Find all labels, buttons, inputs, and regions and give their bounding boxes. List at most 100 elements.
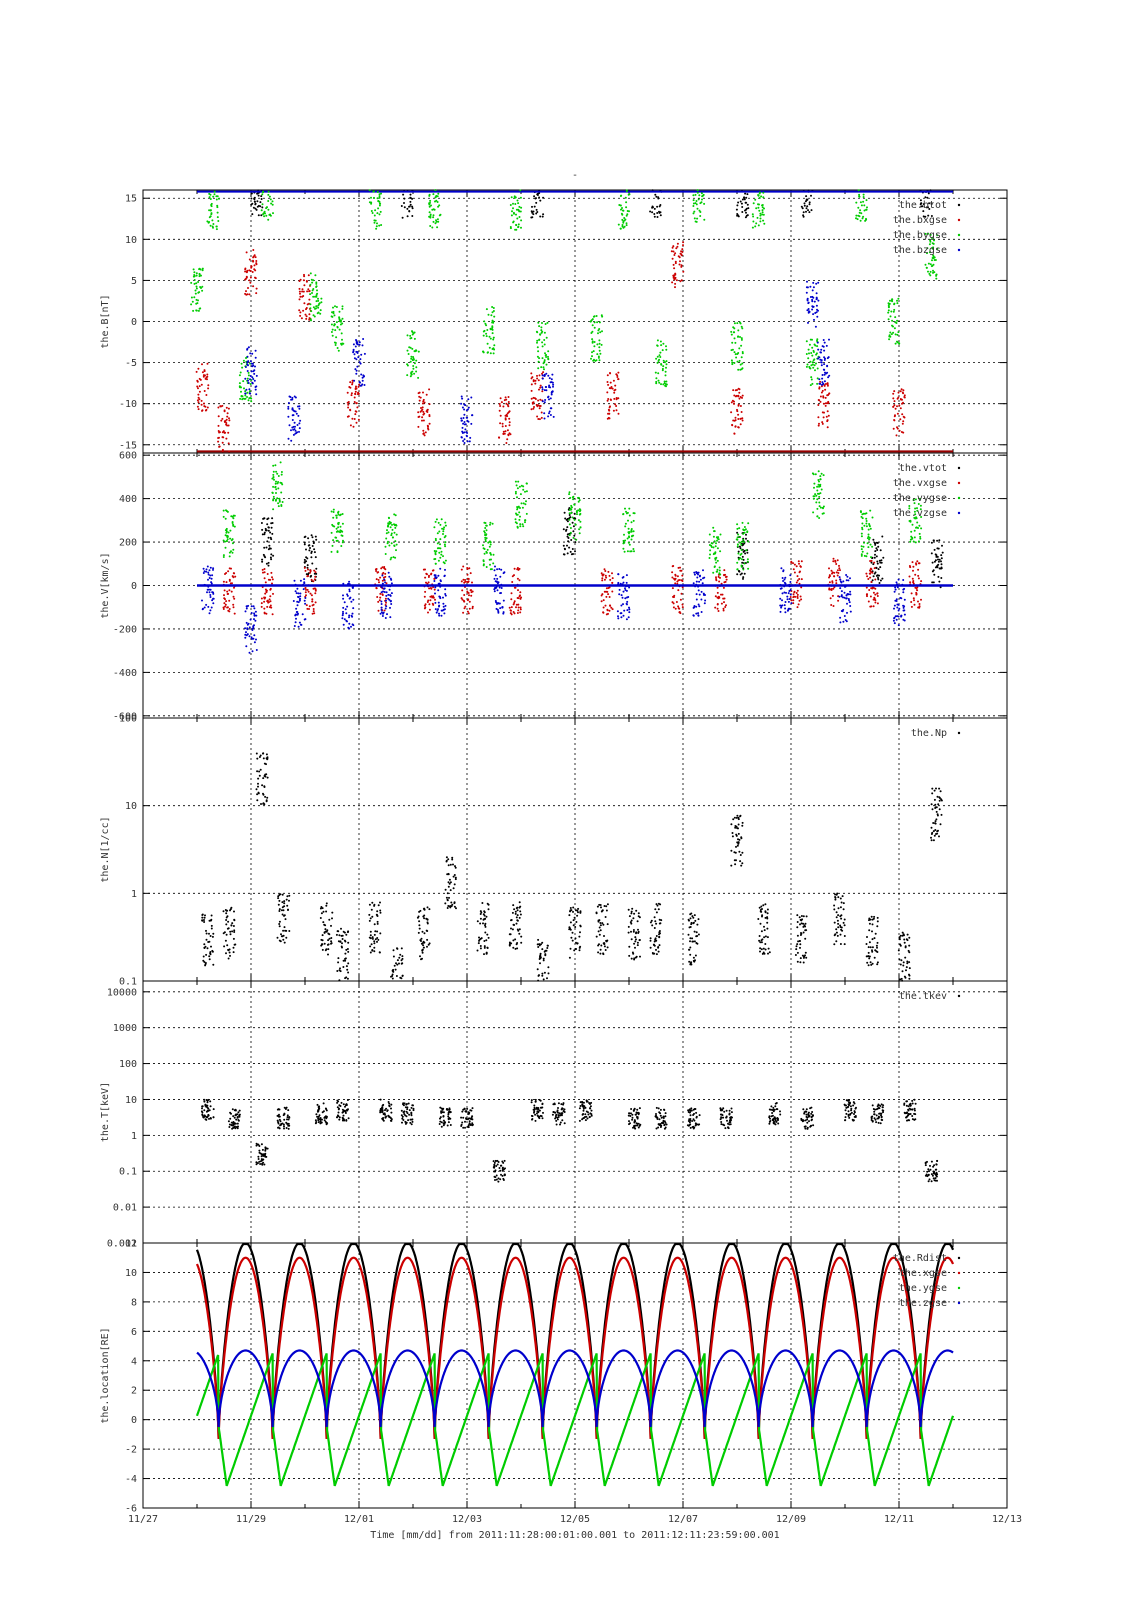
data-point — [831, 580, 834, 583]
data-point — [253, 200, 256, 203]
data-point — [622, 614, 625, 617]
data-point — [462, 440, 465, 442]
data-point — [321, 948, 324, 951]
data-point — [570, 539, 573, 541]
data-point — [920, 516, 923, 518]
data-point — [379, 202, 382, 205]
data-point — [601, 330, 603, 333]
data-point — [566, 552, 569, 555]
data-point — [298, 430, 300, 433]
data-point — [373, 219, 376, 222]
data-point — [876, 560, 879, 563]
data-point — [897, 391, 900, 394]
data-point — [940, 577, 943, 579]
data-point — [210, 945, 212, 948]
data-point — [612, 409, 615, 412]
data-point — [353, 396, 356, 399]
data-point — [252, 206, 255, 209]
data-point — [304, 597, 307, 599]
data-point — [239, 397, 242, 400]
data-point — [439, 556, 442, 559]
data-point — [334, 329, 337, 332]
data-point — [434, 592, 436, 595]
data-point — [940, 563, 943, 566]
data-point — [913, 536, 916, 539]
data-point — [376, 920, 379, 923]
data-point — [926, 252, 928, 255]
data-point — [234, 575, 237, 578]
data-point — [296, 587, 299, 590]
data-point — [893, 622, 896, 625]
data-point — [547, 972, 550, 975]
data-point — [829, 597, 832, 600]
data-point — [390, 534, 393, 537]
data-point — [867, 600, 870, 603]
data-point — [572, 553, 574, 555]
data-point — [630, 912, 633, 915]
data-point — [745, 201, 748, 204]
data-point — [701, 195, 704, 198]
data-point — [299, 597, 302, 600]
data-point — [627, 519, 629, 522]
data-point — [369, 951, 372, 954]
data-point — [345, 933, 348, 936]
data-point — [267, 193, 270, 196]
data-point — [354, 392, 357, 395]
data-point — [422, 944, 425, 947]
data-point — [379, 932, 382, 935]
data-point — [314, 571, 317, 574]
data-point — [430, 573, 432, 576]
data-point — [362, 338, 365, 340]
data-point — [823, 373, 826, 376]
data-point — [736, 527, 739, 530]
data-point — [569, 907, 572, 909]
data-point — [304, 313, 307, 316]
data-point — [627, 925, 630, 928]
data-point — [564, 517, 567, 520]
data-point — [823, 349, 826, 352]
data-point — [286, 904, 289, 907]
data-point — [543, 359, 546, 362]
data-point — [435, 219, 437, 222]
data-point — [233, 597, 236, 600]
data-point — [812, 286, 815, 289]
data-point — [878, 574, 880, 577]
data-point — [573, 949, 576, 952]
data-point — [816, 341, 819, 344]
data-point — [468, 607, 471, 610]
data-point — [280, 471, 283, 473]
data-point — [383, 591, 386, 593]
data-point — [714, 545, 717, 548]
data-point — [426, 938, 429, 941]
data-point — [308, 544, 311, 547]
data-point — [246, 396, 248, 398]
data-point — [335, 306, 338, 308]
data-point — [227, 431, 230, 434]
data-point — [783, 591, 786, 594]
data-point — [270, 553, 273, 556]
data-point — [591, 351, 593, 354]
data-point — [878, 559, 881, 562]
data-point — [434, 608, 437, 611]
data-point — [449, 863, 452, 866]
data-point — [633, 942, 636, 945]
data-point — [437, 192, 440, 195]
data-point — [206, 373, 209, 376]
data-point — [860, 532, 863, 535]
data-point — [222, 606, 225, 609]
data-point — [218, 445, 221, 448]
data-point — [433, 577, 436, 580]
data-point — [491, 306, 494, 308]
data-point — [251, 382, 254, 385]
data-point — [504, 430, 507, 433]
data-point — [717, 575, 720, 578]
data-point — [734, 416, 737, 419]
data-point — [626, 210, 629, 212]
data-point — [356, 343, 359, 346]
data-point — [495, 607, 498, 610]
data-point — [808, 352, 810, 355]
data-point — [487, 936, 490, 939]
data-point — [828, 576, 830, 579]
data-point — [574, 523, 577, 526]
data-point — [517, 505, 520, 508]
